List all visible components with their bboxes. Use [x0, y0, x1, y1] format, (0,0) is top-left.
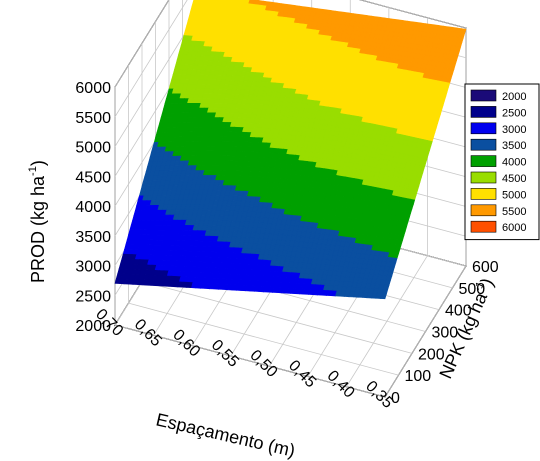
legend-swatch — [470, 89, 497, 102]
surface-cell — [385, 275, 393, 282]
z-tick-label: 2500 — [75, 288, 111, 305]
grid-line — [128, 302, 399, 376]
legend-swatch — [470, 106, 497, 118]
npk-tick-label: 200 — [418, 346, 445, 363]
x-axis-label: Espaçamento (m) — [154, 409, 297, 460]
legend-label: 5000 — [502, 189, 526, 201]
z-tick-label: 2000 — [75, 318, 111, 335]
legend-label: 5500 — [502, 206, 526, 218]
z-tick-label: 3500 — [75, 229, 111, 246]
legend-swatch — [470, 220, 497, 233]
legend-label: 3000 — [502, 124, 526, 136]
legend-label: 4500 — [502, 173, 526, 185]
npk-tick-label: 0 — [391, 390, 400, 407]
legend-swatch — [470, 171, 497, 184]
npk-tick-label: 600 — [472, 259, 499, 276]
legend-label: 2500 — [502, 107, 526, 119]
z-axis-label: PROD (kg ha-1) — [27, 160, 48, 283]
legend-swatch — [470, 155, 497, 167]
z-tick-label: 5000 — [75, 140, 111, 157]
grid-line — [141, 280, 413, 354]
surface-cell — [381, 289, 389, 295]
legend-label: 3500 — [502, 140, 526, 152]
npk-tick-label: 500 — [459, 281, 486, 298]
surface-cell — [380, 293, 387, 300]
z-tick-label: 5500 — [75, 110, 111, 127]
legend-swatch — [470, 138, 497, 151]
surface-cell — [388, 266, 395, 273]
response-surface — [114, 0, 467, 300]
npk-tick-label: 100 — [405, 368, 432, 385]
legend-label: 6000 — [502, 222, 526, 234]
npk-tick-label: 400 — [445, 303, 472, 320]
grid-line — [346, 255, 428, 387]
legend-label: 2000 — [502, 91, 526, 103]
grid-line — [384, 265, 467, 398]
z-tick-label: 4000 — [75, 199, 111, 216]
surface-cell — [384, 280, 391, 286]
legend: 2000 2500 3000 3500 4000 4500 5000 5500 6000 — [464, 83, 540, 241]
surface-cell — [386, 271, 394, 277]
legend-swatch — [470, 122, 497, 135]
legend-swatch — [470, 204, 497, 217]
grid-line — [359, 0, 467, 29]
legend-label: 4000 — [502, 157, 526, 169]
npk-tick-label: 300 — [432, 325, 459, 342]
z-tick-label: 4500 — [75, 169, 111, 186]
z-tick-label: 3000 — [75, 259, 111, 276]
surface-cell — [389, 261, 397, 268]
z-tick-label: 6000 — [75, 80, 111, 97]
legend-swatch — [470, 188, 497, 200]
axis-ticks: 2000250030003500400045005000550060000,70… — [75, 80, 498, 412]
grid-line — [114, 324, 386, 398]
surface-cell — [382, 284, 390, 291]
